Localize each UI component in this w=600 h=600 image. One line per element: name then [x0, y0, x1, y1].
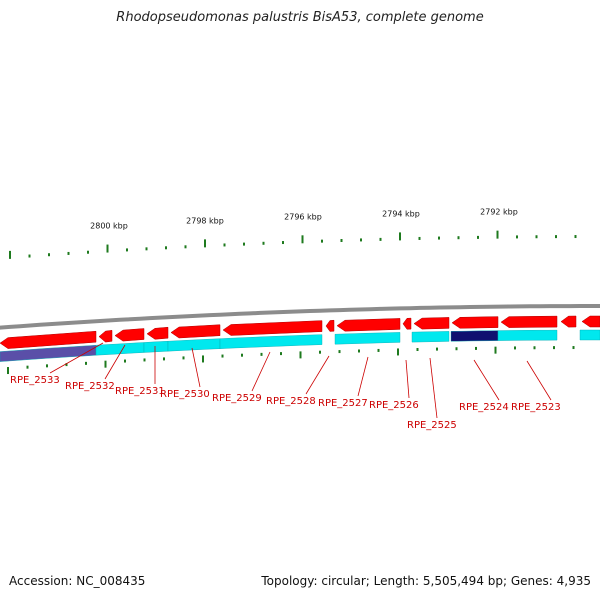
- forward-gene-arrow: [402, 317, 412, 330]
- forward-gene-arrow: [500, 315, 558, 328]
- gene-label: RPE_2525: [407, 420, 457, 431]
- gene-label-leader: [49, 342, 104, 374]
- reverse-gene-segment: [450, 330, 499, 342]
- backbone-ring: [0, 304, 600, 330]
- gene-label: RPE_2533: [10, 375, 60, 386]
- ruler-tick-label: 2794 kbp: [382, 209, 420, 218]
- gene-label-leader: [251, 351, 271, 392]
- gene-label-leader: [405, 359, 410, 399]
- ruler-tick-label: 2792 kbp: [480, 208, 518, 217]
- gene-label: RPE_2531: [115, 386, 165, 397]
- gene-label-leader: [473, 359, 500, 401]
- map-title: Rhodopseudomonas palustris BisA53, compl…: [116, 10, 484, 25]
- forward-gene-arrow: [413, 317, 450, 330]
- gene-label: RPE_2532: [65, 381, 115, 392]
- forward-gene-arrow: [325, 319, 335, 332]
- gene-label: RPE_2530: [160, 389, 210, 400]
- ruler-tick-label: 2796 kbp: [284, 212, 322, 221]
- gene-label: RPE_2527: [318, 398, 368, 409]
- forward-gene-arrow: [222, 320, 323, 336]
- forward-gene-arrow: [336, 318, 401, 332]
- position-ruler: 2800 kbp 2798 kbp 2796 kbp 2794 kbp 2792 kbp: [9, 208, 577, 259]
- gene-label: RPE_2523: [511, 402, 561, 413]
- reverse-gene-segment: [497, 329, 558, 341]
- gene-label: RPE_2524: [459, 402, 509, 413]
- reverse-gene-segment: [411, 331, 450, 343]
- forward-gene-arrow: [581, 315, 600, 328]
- gene-label-leader: [104, 344, 126, 380]
- forward-gene-arrow: [98, 330, 113, 343]
- gene-label-leader: [526, 360, 552, 401]
- reverse-gene-segment: [143, 340, 169, 353]
- gene-label-leader: [191, 347, 201, 388]
- ruler-tick-label: 2800 kbp: [90, 221, 128, 230]
- ruler-tick-label: 2798 kbp: [186, 216, 224, 225]
- reverse-gene-segment: [219, 334, 323, 349]
- reverse-gene-segment: [167, 338, 221, 352]
- forward-gene-arrow: [451, 316, 499, 329]
- gene-label: RPE_2529: [212, 393, 262, 404]
- gene-label-leader: [357, 356, 369, 397]
- gene-label: RPE_2526: [369, 400, 419, 411]
- genome-summary: Topology: circular; Length: 5,505,494 bp…: [261, 574, 591, 588]
- forward-gene-arrow: [560, 315, 577, 328]
- forward-gene-arrow: [170, 324, 221, 339]
- gene-label-leader: [305, 355, 330, 395]
- reverse-gene-segment: [334, 332, 401, 345]
- reverse-gene-segment: [579, 329, 600, 341]
- gene-label: RPE_2528: [266, 396, 316, 407]
- forward-gene-arrow: [146, 326, 169, 340]
- gene-tracks: [0, 304, 600, 375]
- forward-gene-arrow: [0, 330, 97, 349]
- accession-label: Accession: NC_008435: [9, 574, 146, 588]
- gene-label-leader: [429, 357, 438, 419]
- forward-gene-arrow: [114, 328, 145, 342]
